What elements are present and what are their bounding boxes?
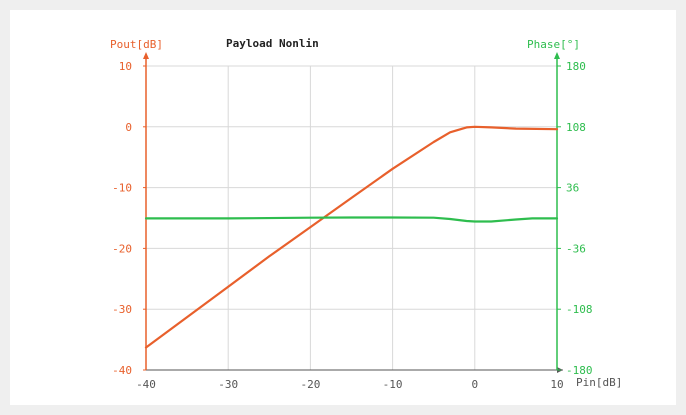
chart-svg: Payload Nonlin Pout[dB] Phase[°] Pin[dB]… bbox=[110, 37, 622, 391]
y-right-tick-label: -108 bbox=[566, 303, 593, 316]
y-left-tick-label: 10 bbox=[119, 60, 132, 73]
series-layer bbox=[144, 125, 559, 349]
y-right-tick-label: -36 bbox=[566, 242, 586, 255]
x-tick-label: -30 bbox=[218, 378, 238, 391]
series-line-phase bbox=[144, 216, 559, 223]
x-tick-label: 0 bbox=[471, 378, 478, 391]
y-left-tick-label: -10 bbox=[112, 182, 132, 195]
x-tick-label: -20 bbox=[300, 378, 320, 391]
y-right-tick-label: 108 bbox=[566, 121, 586, 134]
y-left-axis-arrow-icon bbox=[143, 52, 149, 59]
x-axis-label: Pin[dB] bbox=[576, 376, 622, 389]
axes-layer bbox=[143, 52, 563, 373]
chart-panel: Payload Nonlin Pout[dB] Phase[°] Pin[dB]… bbox=[10, 10, 676, 405]
y-right-tick-label: 180 bbox=[566, 60, 586, 73]
chart-title: Payload Nonlin bbox=[226, 37, 319, 50]
y-right-axis-label: Phase[°] bbox=[527, 38, 580, 51]
y-left-tick-label: -20 bbox=[112, 242, 132, 255]
y-right-tick-label: 36 bbox=[566, 182, 579, 195]
y-left-axis-label: Pout[dB] bbox=[110, 38, 163, 51]
x-tick-label: -10 bbox=[383, 378, 403, 391]
labels-layer: Payload Nonlin Pout[dB] Phase[°] Pin[dB]… bbox=[110, 37, 622, 391]
y-right-axis-arrow-icon bbox=[554, 52, 560, 59]
series-line-pout bbox=[144, 125, 559, 349]
y-left-tick-label: -40 bbox=[112, 364, 132, 377]
y-left-tick-label: -30 bbox=[112, 303, 132, 316]
y-left-tick-label: 0 bbox=[125, 121, 132, 134]
x-tick-label: -40 bbox=[136, 378, 156, 391]
x-tick-label: 10 bbox=[550, 378, 563, 391]
y-right-tick-label: -180 bbox=[566, 364, 593, 377]
